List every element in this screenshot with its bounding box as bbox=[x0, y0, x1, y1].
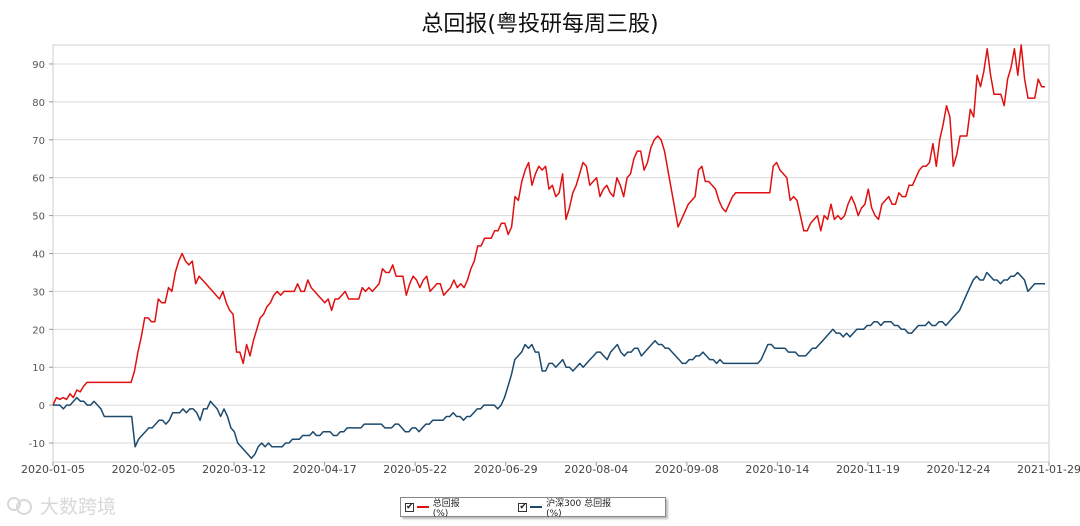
y-tick-label: 30 bbox=[32, 287, 45, 298]
x-tick-label: 2020-12-24 bbox=[926, 463, 990, 476]
legend-item-hs300-return[interactable]: ✔ 沪深300 总回报(%) bbox=[518, 496, 625, 519]
series-line-0 bbox=[52, 44, 1045, 406]
x-tick-label: 2020-10-14 bbox=[745, 463, 809, 476]
y-tick-label: 20 bbox=[32, 325, 45, 336]
x-tick-label: 2020-04-17 bbox=[293, 463, 357, 476]
legend-label: 总回报(%) bbox=[432, 498, 460, 519]
watermark-text: 大数跨境 bbox=[40, 496, 117, 518]
x-tick-label: 2020-05-22 bbox=[383, 463, 447, 476]
x-tick-label: 2020-03-12 bbox=[202, 463, 266, 476]
y-tick-label: 10 bbox=[32, 363, 45, 374]
y-tick-label: 80 bbox=[32, 98, 45, 109]
x-tick-label: 2020-01-05 bbox=[21, 463, 85, 476]
legend-item-total-return[interactable]: ✔ 总回报(%) bbox=[405, 496, 474, 519]
y-tick-label: 90 bbox=[32, 60, 45, 71]
legend-swatch-blue bbox=[530, 506, 543, 508]
x-tick-label: 2021-01-29 bbox=[1017, 463, 1080, 476]
x-tick-label: 2020-02-05 bbox=[112, 463, 176, 476]
y-tick-label: 40 bbox=[32, 250, 45, 261]
legend-label: 沪深300 总回报(%) bbox=[546, 498, 612, 519]
x-tick-label: 2020-08-04 bbox=[564, 463, 628, 476]
y-tick-label: 0 bbox=[39, 401, 45, 412]
checkbox-icon[interactable]: ✔ bbox=[405, 501, 414, 512]
watermark-logo-icon bbox=[7, 496, 32, 515]
x-tick-labels: 2020-01-05 2020-02-05 2020-03-12 2020-04-17… bbox=[21, 463, 1080, 476]
y-tick-label: -10 bbox=[29, 439, 45, 450]
legend-swatch-red bbox=[417, 506, 429, 508]
axes bbox=[49, 44, 1050, 466]
chart-title: 总回报(粤投研每周三股) bbox=[421, 12, 659, 37]
y-tick-labels: -10 0 10 20 30 40 50 60 70 80 90 bbox=[29, 60, 45, 450]
legend: ✔ 总回报(%) ✔ 沪深300 总回报(%) bbox=[400, 496, 666, 519]
series-lines bbox=[52, 44, 1045, 459]
series-line-1 bbox=[53, 271, 1045, 459]
x-tick-label: 2020-06-29 bbox=[474, 463, 538, 476]
x-tick-label: 2020-09-08 bbox=[655, 463, 719, 476]
watermark: 大数跨境 bbox=[6, 492, 116, 519]
y-tick-label: 70 bbox=[32, 136, 45, 147]
checkbox-icon[interactable]: ✔ bbox=[518, 501, 528, 512]
gridlines bbox=[53, 63, 1049, 444]
y-tick-label: 60 bbox=[32, 174, 45, 185]
x-tick-label: 2020-11-19 bbox=[836, 463, 900, 476]
y-tick-label: 50 bbox=[32, 212, 45, 223]
